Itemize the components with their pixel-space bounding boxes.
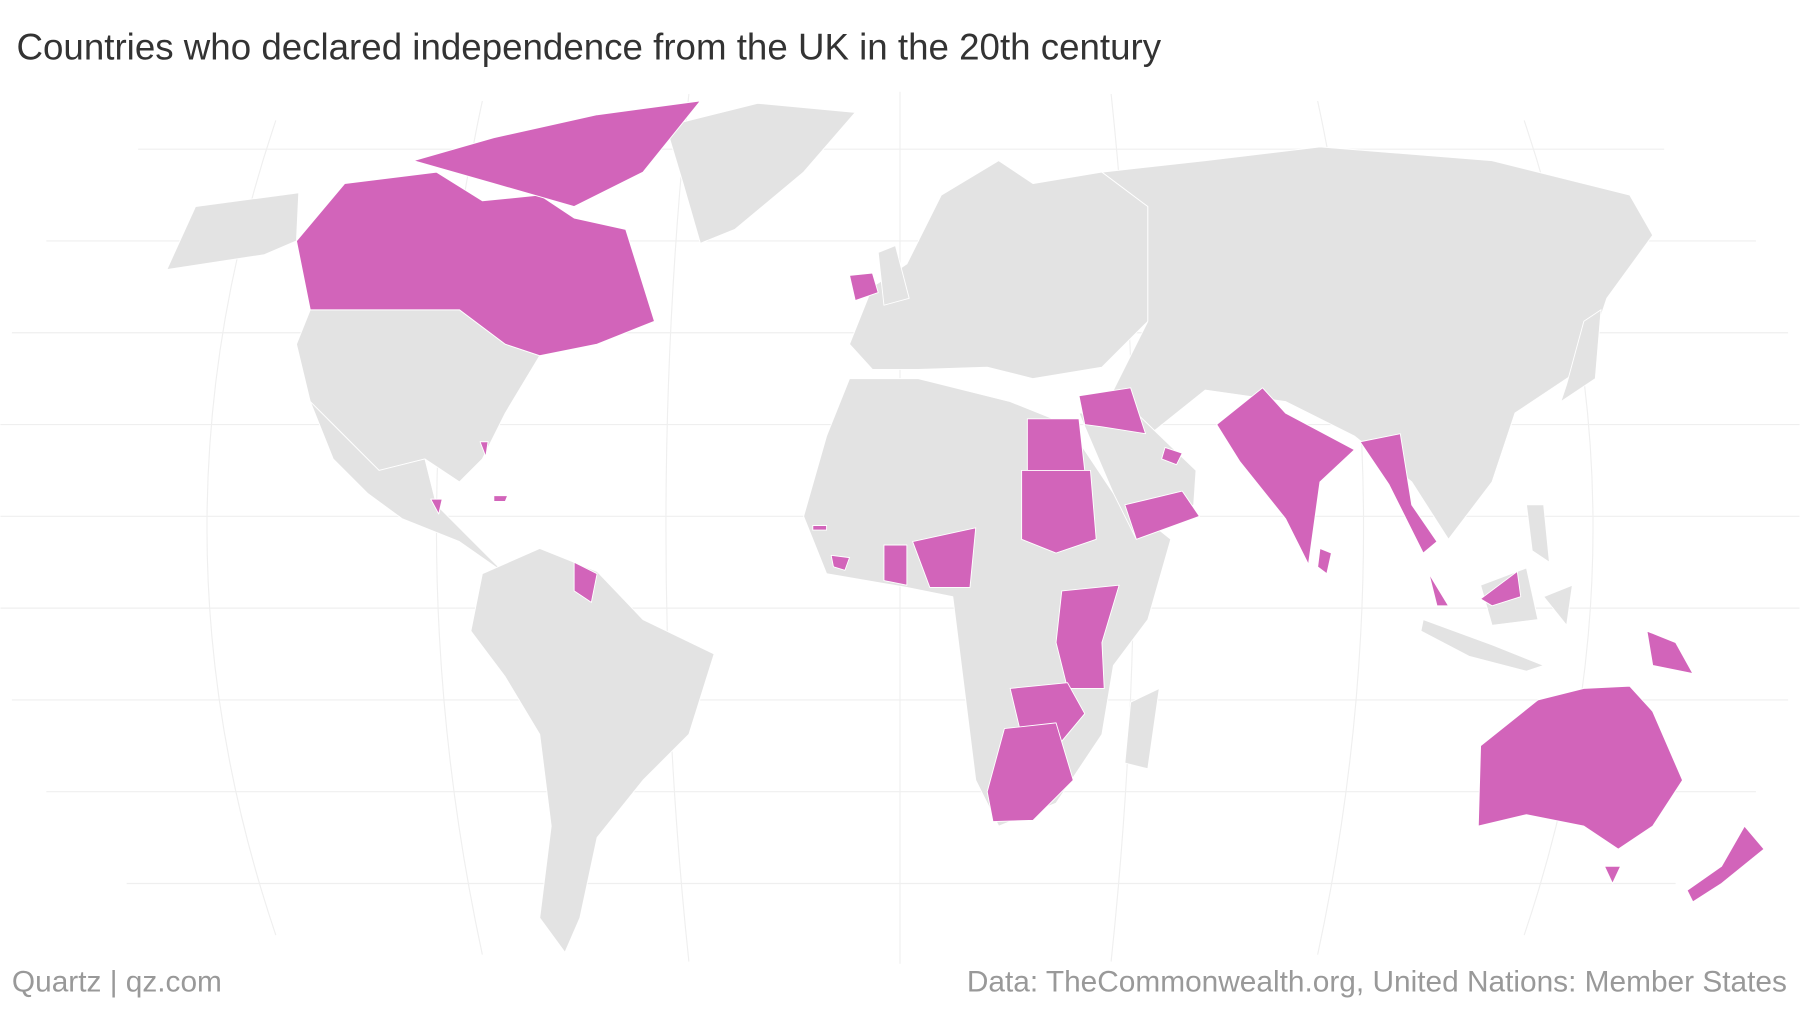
malaysia [1428,570,1522,607]
madagascar [1124,687,1160,770]
japan [1560,309,1602,403]
yemen [1124,490,1200,540]
east-africa [1055,584,1120,689]
sierra-leone-gambia [812,525,850,571]
guyana [573,561,598,603]
nigeria [912,527,977,588]
south-africa-botswana [986,722,1074,822]
credit: Data: TheCommonwealth.org, United Nation… [967,965,1787,998]
ireland [849,272,879,302]
central-america [309,401,506,575]
iraq-jordan [1078,387,1147,435]
gulf-states [1161,447,1183,466]
source: Quartz | qz.com [12,965,222,998]
highlighted-countries [296,100,1765,903]
egypt [1026,418,1086,471]
india-pakistan [1216,387,1355,565]
caribbean [430,441,509,515]
ghana [883,544,908,586]
alaska [166,192,300,271]
australia [1477,685,1683,850]
myanmar-bangladesh [1359,433,1438,554]
philippines [1526,504,1550,563]
canada [296,171,655,357]
asia [1101,146,1654,540]
papua-new-guinea [1646,630,1694,674]
great-britain [877,245,910,306]
tasmania [1604,865,1622,884]
sudan [1021,469,1097,554]
sri-lanka [1317,547,1332,575]
south-america [470,547,715,953]
indonesia [1420,567,1573,672]
greenland [665,102,856,244]
new-zealand [1686,825,1765,903]
canada-islands [413,100,701,207]
title: Countries who declared independence from… [17,27,1162,68]
